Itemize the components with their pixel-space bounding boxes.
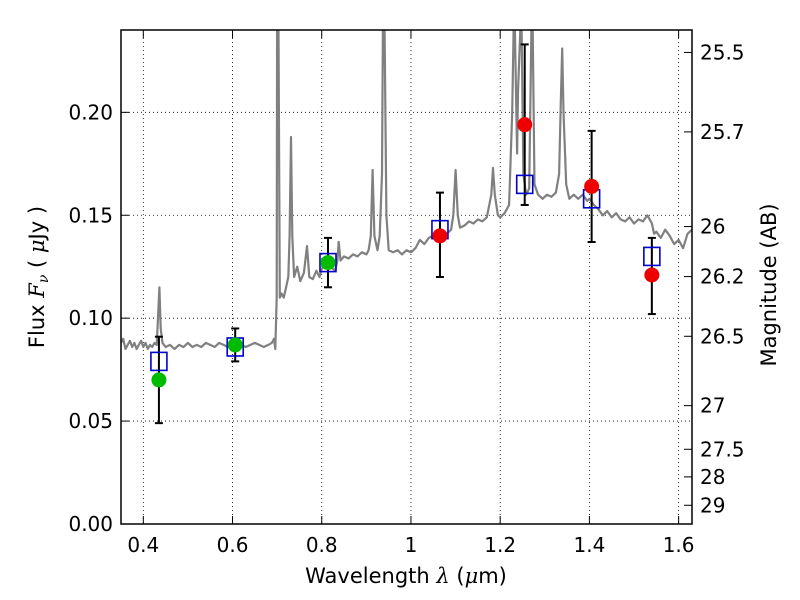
y2-tick-label: 27.5 (700, 437, 745, 461)
y2-tick-label: 26 (700, 215, 725, 239)
y-tick-label: 0.20 (68, 100, 113, 124)
sed-line (121, 30, 692, 351)
observed-point-marker (432, 228, 448, 244)
y2-tick-label: 26.2 (700, 265, 745, 289)
x-tick-label: 0.8 (306, 533, 338, 557)
axis-ticks: 0.4 0.6 0.8 1 1.2 1.4 1.6 0.00 0.05 0.10 0.15 0.20 2… (68, 30, 745, 557)
y-axis-label: Flux Fν ( μJy ) (25, 206, 52, 348)
sed-curve (121, 30, 692, 351)
y-tick-label: 0.10 (68, 306, 113, 330)
x-tick-label: 1.6 (663, 533, 695, 557)
observed-point-marker (320, 255, 336, 271)
y-tick-label: 0.00 (68, 512, 113, 536)
y-tick-label: 0.05 (68, 409, 113, 433)
y2-tick-label: 28 (700, 465, 725, 489)
observed-point-marker (227, 337, 243, 353)
model-square-marker (643, 246, 661, 267)
y2-axis-label: Magnitude (AB) (757, 203, 781, 366)
data-points (150, 117, 661, 388)
x-tick-label: 1.2 (484, 533, 516, 557)
y-tick-label: 0.15 (68, 203, 113, 227)
observed-point-marker (644, 267, 660, 283)
x-tick-label: 0.6 (217, 533, 249, 557)
y2-tick-label: 25.7 (700, 120, 745, 144)
y2-tick-label: 29 (700, 493, 725, 517)
model-square-marker (515, 174, 534, 195)
x-axis-label: Wavelength λ (μm) (305, 564, 507, 588)
model-square-marker (150, 351, 168, 372)
y2-tick-label: 27 (700, 394, 725, 418)
model-square-marker (319, 252, 337, 273)
observed-point-marker (517, 117, 533, 133)
x-tick-label: 0.4 (127, 533, 159, 557)
observed-point-marker (151, 372, 167, 388)
y2-tick-label: 26.5 (700, 324, 745, 348)
x-tick-label: 1 (405, 533, 418, 557)
y2-tick-label: 25.5 (700, 40, 745, 64)
x-tick-label: 1.4 (573, 533, 605, 557)
observed-point-marker (584, 178, 600, 194)
